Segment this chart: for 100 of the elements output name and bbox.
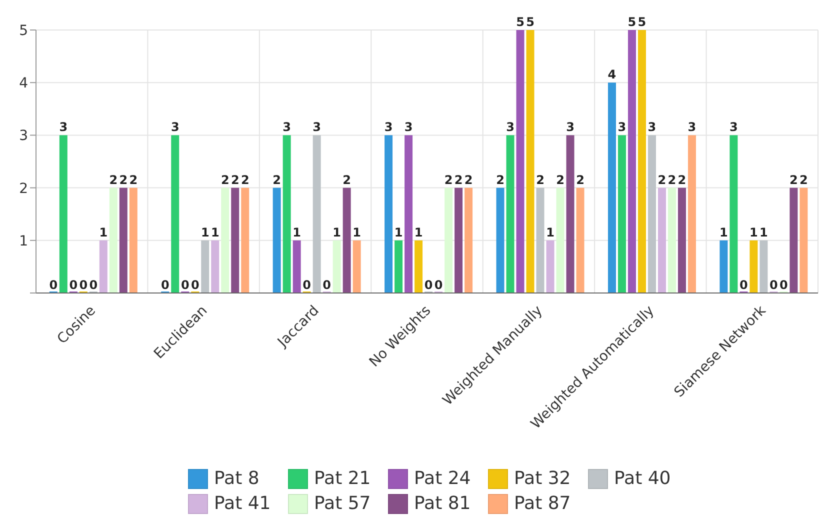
- data-label: 3: [312, 120, 322, 134]
- y-tick-label: 4: [19, 76, 28, 92]
- data-label: 5: [628, 15, 636, 29]
- data-label: 0: [69, 278, 78, 292]
- data-label: 0: [89, 278, 98, 292]
- data-label: 5: [526, 15, 534, 29]
- data-label: 2: [272, 172, 282, 187]
- data-label: 2: [790, 172, 798, 187]
- bar: [292, 240, 301, 293]
- data-label: 3: [730, 120, 738, 134]
- data-label: 1: [292, 225, 302, 240]
- bar: [526, 30, 534, 293]
- data-label: 3: [404, 120, 413, 134]
- data-label: 2: [800, 172, 808, 187]
- legend-label: Pat 24: [414, 468, 471, 489]
- data-label: 2: [220, 172, 230, 187]
- legend-label: Pat 87: [514, 493, 571, 514]
- data-label: 1: [200, 225, 210, 240]
- data-label: 2: [536, 172, 544, 187]
- bar: [444, 188, 453, 293]
- bar: [730, 135, 738, 293]
- data-label: 3: [506, 120, 514, 134]
- data-label: 0: [302, 278, 312, 292]
- bar: [608, 82, 616, 293]
- bar: [342, 188, 351, 293]
- data-label: 2: [240, 172, 250, 187]
- legend-label: Pat 40: [614, 468, 671, 489]
- bar: [618, 135, 626, 293]
- bar: [119, 188, 128, 293]
- data-label: 2: [496, 172, 504, 187]
- data-label: 0: [770, 278, 778, 292]
- bar: [394, 240, 403, 293]
- data-label: 1: [210, 225, 220, 240]
- data-label: 2: [464, 172, 473, 187]
- bar: [668, 188, 676, 293]
- bar: [384, 135, 393, 293]
- bar: [720, 240, 728, 293]
- bar: [211, 240, 220, 293]
- data-label: 2: [576, 172, 584, 187]
- data-label: 3: [648, 120, 656, 134]
- data-label: 2: [109, 172, 118, 187]
- data-label: 3: [170, 120, 180, 134]
- bar: [760, 240, 768, 293]
- bar: [109, 188, 118, 293]
- bar: [404, 135, 413, 293]
- data-label: 1: [99, 225, 108, 240]
- legend-label: Pat 21: [314, 468, 371, 489]
- data-label: 0: [740, 278, 748, 292]
- bar: [201, 240, 210, 293]
- bar: [648, 135, 656, 293]
- bar: [496, 188, 504, 293]
- bar: [99, 240, 108, 293]
- bar: [221, 188, 230, 293]
- data-label: 3: [282, 120, 292, 134]
- data-label: 2: [119, 172, 128, 187]
- data-label: 4: [608, 68, 616, 82]
- data-label: 0: [160, 278, 170, 292]
- data-label: 1: [414, 225, 423, 240]
- data-label: 2: [668, 172, 676, 187]
- bar: [556, 188, 564, 293]
- bar: [638, 30, 646, 293]
- bar: [546, 240, 554, 293]
- data-label: 0: [79, 278, 88, 292]
- bar: [800, 188, 808, 293]
- data-label: 3: [618, 120, 626, 134]
- data-label: 0: [180, 278, 190, 292]
- data-label: 1: [546, 225, 554, 240]
- data-label: 0: [780, 278, 788, 292]
- bar: [352, 240, 361, 293]
- data-label: 1: [394, 225, 403, 240]
- bar: [414, 240, 423, 293]
- data-label: 3: [566, 120, 574, 134]
- legend-label: Pat 8: [214, 468, 260, 489]
- legend-label: Pat 57: [314, 493, 371, 514]
- bar: [628, 30, 636, 293]
- legend-label: Pat 32: [514, 468, 571, 489]
- data-label: 0: [322, 278, 332, 292]
- data-label: 5: [638, 15, 646, 29]
- bar: [516, 30, 524, 293]
- bar: [566, 135, 574, 293]
- bar: [59, 135, 68, 293]
- data-label: 2: [444, 172, 453, 187]
- bar: [231, 188, 240, 293]
- data-label: 2: [454, 172, 463, 187]
- y-tick-label: 3: [19, 128, 28, 144]
- data-label: 0: [49, 278, 58, 292]
- bar: [750, 240, 758, 293]
- bar: [678, 188, 686, 293]
- data-label: 2: [658, 172, 666, 187]
- data-label: 5: [516, 15, 524, 29]
- y-tick-label: 2: [19, 180, 28, 197]
- data-label: 2: [129, 172, 138, 187]
- bar: [506, 135, 514, 293]
- data-label: 0: [434, 278, 443, 292]
- data-label: 2: [678, 172, 686, 187]
- bar: [688, 135, 696, 293]
- y-tick-label: 1: [19, 233, 28, 250]
- data-label: 0: [424, 278, 433, 292]
- bar: [129, 188, 138, 293]
- bar: [658, 188, 666, 293]
